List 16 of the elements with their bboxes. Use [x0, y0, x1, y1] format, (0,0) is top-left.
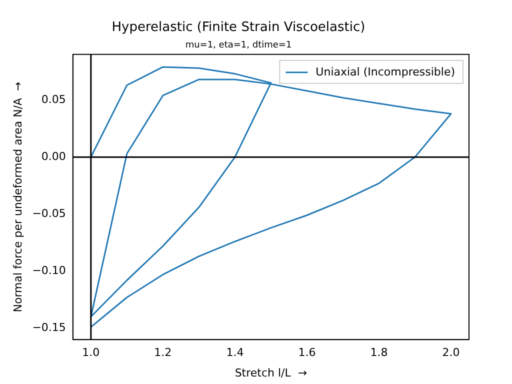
- y-tick-label: 0.00: [41, 150, 66, 163]
- y-axis-title: Normal force per undeformed area N/A →: [11, 82, 24, 312]
- chart-subtitle: mu=1, eta=1, dtime=1: [185, 40, 292, 50]
- x-tick-label: 1.4: [226, 346, 244, 360]
- x-tick-label: 1.8: [370, 346, 388, 360]
- y-tick-label: 0.05: [41, 92, 66, 106]
- y-tick-label: −0.10: [32, 264, 66, 278]
- y-tick-label: −0.05: [32, 206, 66, 220]
- x-axis-title: Stretch l/L →: [234, 366, 308, 380]
- chart-title: Hyperelastic (Finite Strain Viscoelastic): [112, 20, 366, 36]
- y-tick-label: −0.15: [32, 321, 66, 334]
- legend-label: Uniaxial (Incompressible): [316, 65, 455, 78]
- x-tick-label: 2.0: [442, 346, 460, 360]
- x-tick-label: 1.0: [82, 346, 100, 360]
- x-tick-label: 1.6: [298, 346, 316, 360]
- x-tick-label: 1.2: [154, 346, 172, 360]
